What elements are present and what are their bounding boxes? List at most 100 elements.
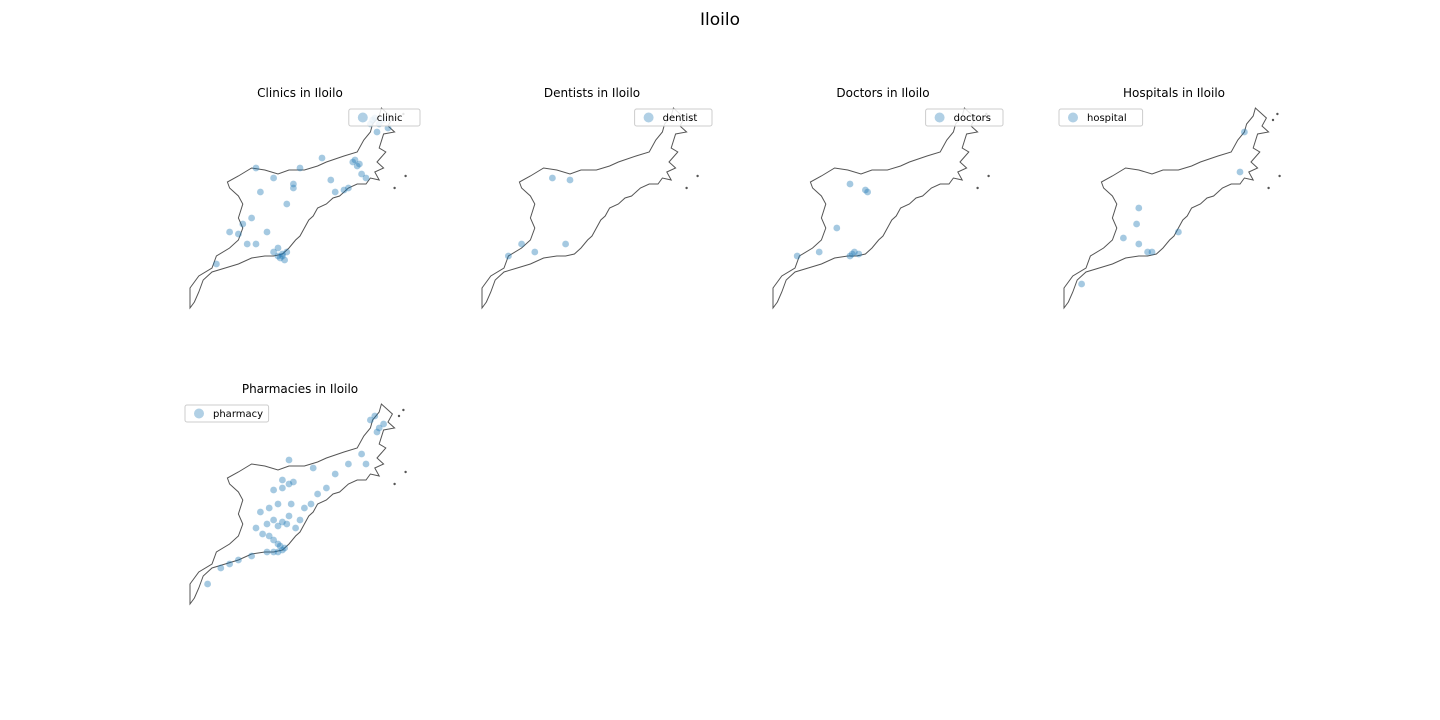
facility-point [375,424,383,432]
facility-point [274,500,282,508]
island-dot [696,174,699,178]
island-dot [685,186,688,190]
facility-point [531,248,539,256]
facility-point [276,542,284,550]
map-panel-doctors: Doctors in Iloilo doctors [753,86,1013,346]
facility-point [290,184,297,192]
facility-point [279,476,286,484]
facility-point [833,224,841,232]
facility-point [285,480,293,488]
facility-point [285,512,293,520]
panel-title: Doctors in Iloilo [836,86,930,100]
facility-point [851,248,858,256]
facility-point [296,164,304,172]
facility-point [270,536,277,544]
facility-point [505,252,512,260]
facility-point [281,544,288,552]
map-svg: pharmacy [184,403,407,606]
facility-point [1078,280,1085,288]
facility-point [283,200,291,208]
facility-point [274,548,282,556]
island-dot [397,414,401,418]
facility-point [281,256,288,264]
facility-point [1148,248,1156,256]
facility-point [314,490,321,498]
facility-point [252,524,260,532]
facility-point [1135,204,1143,212]
facility-point [1133,220,1140,228]
facility-point [265,532,273,540]
facility-point [323,484,330,492]
facility-point [353,162,361,170]
facility-point [285,456,293,464]
facility-point [1236,168,1244,176]
figure-title: Iloilo [700,10,740,30]
facility-point [549,174,556,182]
facility-point [270,174,277,182]
panel-title: Clinics in Iloilo [257,86,343,100]
facility-point [279,546,286,554]
facility-point [226,228,233,236]
facility-point [279,252,286,260]
facility-point [848,250,856,258]
facility-point [248,214,255,222]
facility-point [340,186,348,194]
panel-title: Pharmacies in Iloilo [241,382,359,396]
facility-point [1175,228,1182,236]
legend-box [925,108,1004,127]
facility-point [1120,234,1127,242]
legend-box [1058,108,1144,127]
legend-label: doctors [954,113,991,124]
facility-point [259,530,266,538]
panel-title: Dentists in Iloilo [543,86,641,100]
island-dot [404,174,407,178]
legend-label: hospital [1087,113,1127,124]
panel-title: Hospitals in Iloilo [1122,86,1225,100]
map-svg: dentist [481,107,713,310]
facility-point [257,188,264,196]
facility-point [815,248,823,256]
facility-point [248,552,255,560]
facility-point [283,248,291,256]
facility-point [367,416,374,424]
facility-point [270,486,277,494]
facility-point [263,548,271,556]
facility-point [345,184,352,192]
province-outline [1063,107,1270,310]
facility-point [380,420,387,428]
facility-point [331,470,339,478]
facility-point [292,524,299,532]
facility-point [307,500,315,508]
island-dot [976,186,979,190]
island-dot [393,482,396,486]
facility-point [274,252,282,260]
facility-point [243,240,251,248]
facility-point [257,508,264,516]
facility-point [358,450,365,458]
facility-point [846,180,854,188]
island-dot [1267,186,1270,190]
island-dot [1276,112,1279,116]
province-outline [189,403,396,606]
island-dot [987,174,990,178]
facility-point [301,504,308,512]
facility-point [252,240,260,248]
map-panel-pharmacies: Pharmacies in Iloilo pharmacy [170,382,430,642]
legend-box [634,108,713,127]
facility-point [371,412,379,420]
legend: dentist [634,108,713,127]
facility-point [1144,248,1151,256]
facility-point [276,254,284,262]
facility-point [1241,128,1248,136]
facility-point [349,158,357,166]
facility-point [274,522,282,530]
island-dot [404,470,407,474]
facility-point [296,516,304,524]
legend-box [348,108,421,127]
facility-point [846,252,854,260]
legend: clinic [348,108,421,127]
facility-point [270,548,277,556]
facility-point [283,520,291,528]
facility-point [235,556,242,564]
legend-marker [194,408,204,419]
